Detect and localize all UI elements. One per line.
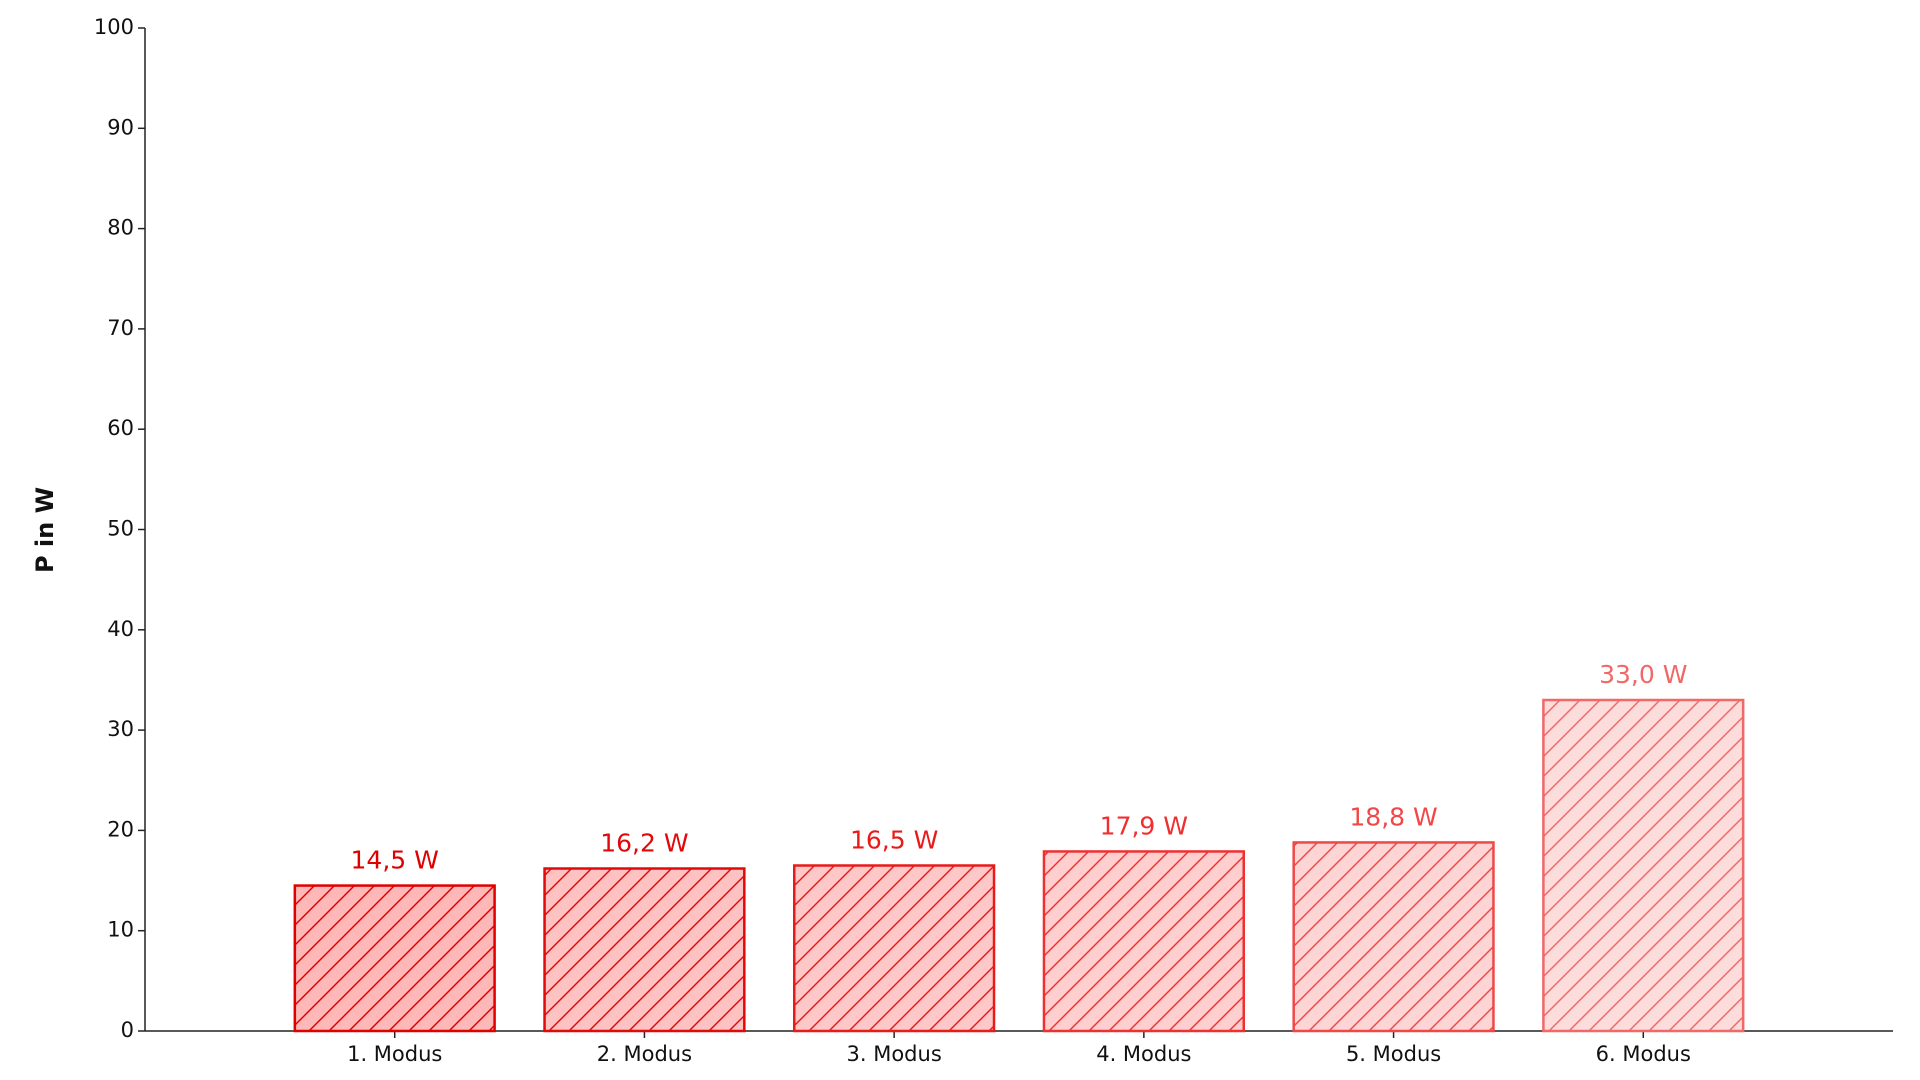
y-tick-label: 20 <box>107 817 134 841</box>
value-label: 16,2 W <box>600 829 688 858</box>
y-tick-label: 90 <box>107 115 134 139</box>
y-tick-label: 100 <box>94 15 134 39</box>
bar <box>1542 698 1745 1033</box>
value-label: 33,0 W <box>1599 660 1687 689</box>
x-tick-label: 4. Modus <box>1096 1042 1191 1066</box>
bar <box>543 867 746 1033</box>
value-label: 16,5 W <box>850 826 938 855</box>
x-tick-label: 5. Modus <box>1346 1042 1441 1066</box>
y-axis-label: P in W <box>31 487 59 573</box>
y-tick-label: 40 <box>107 617 134 641</box>
x-tick-label: 1. Modus <box>347 1042 442 1066</box>
bar <box>1042 850 1245 1033</box>
y-tick-label: 10 <box>107 918 134 942</box>
bar <box>793 864 996 1033</box>
y-tick-label: 70 <box>107 316 134 340</box>
y-tick-label: 30 <box>107 717 134 741</box>
y-tick-label: 0 <box>121 1018 134 1042</box>
value-label: 14,5 W <box>351 846 439 875</box>
y-tick-label: 50 <box>107 517 134 541</box>
x-tick-label: 2. Modus <box>597 1042 692 1066</box>
bar <box>293 884 496 1033</box>
value-label: 17,9 W <box>1100 811 1188 840</box>
value-label: 18,8 W <box>1349 802 1437 831</box>
x-tick-label: 3. Modus <box>847 1042 942 1066</box>
bar <box>1292 841 1495 1033</box>
x-tick-label: 6. Modus <box>1596 1042 1691 1066</box>
y-tick-label: 80 <box>107 216 134 240</box>
y-tick-label: 60 <box>107 416 134 440</box>
